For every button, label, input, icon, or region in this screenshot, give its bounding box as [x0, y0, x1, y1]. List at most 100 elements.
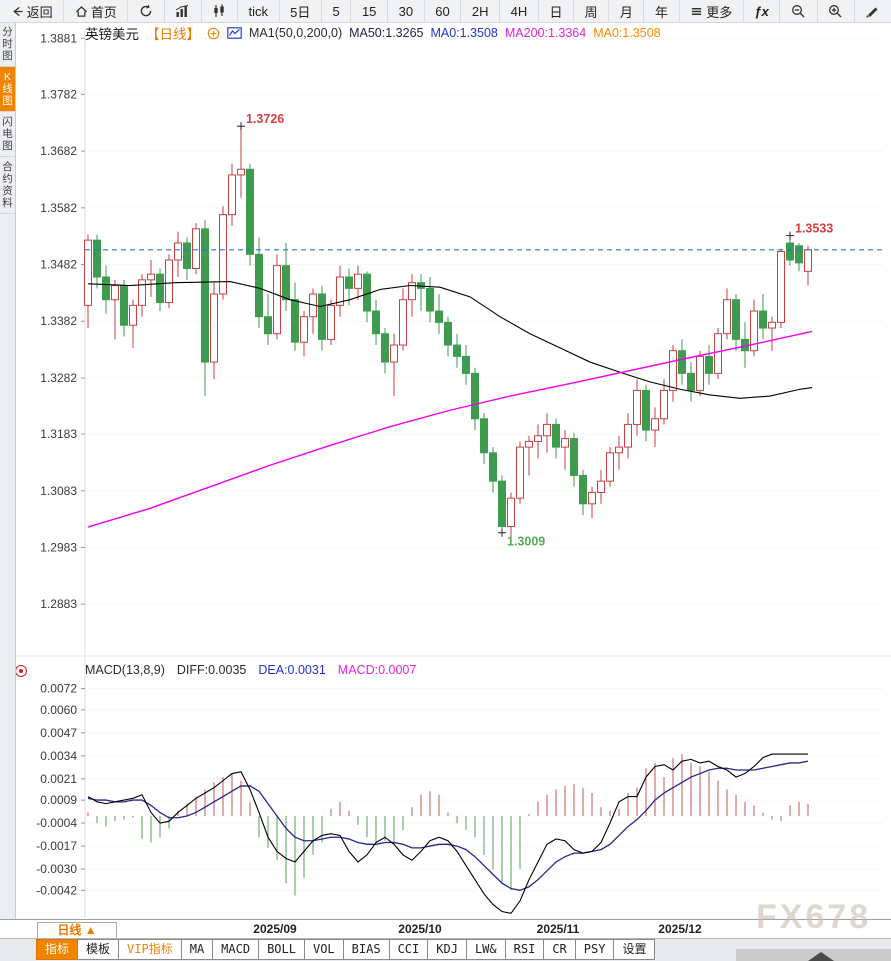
macd-header: MACD(13,8,9) DIFF:0.0035 DEA:0.0031 MACD… — [85, 663, 416, 677]
period-2h-button[interactable]: 2H — [461, 0, 501, 22]
vol-indicator-button[interactable]: VOL — [303, 939, 344, 960]
pencil-icon — [866, 7, 878, 18]
sidebar-item-lightning-chart[interactable]: 闪电图 — [0, 112, 15, 157]
vip-indicators-button[interactable]: VIP指标 — [118, 939, 182, 960]
candle — [768, 321, 776, 329]
main-y-axis-label: 1.3482 — [40, 258, 77, 272]
period-year-button[interactable]: 年 — [644, 0, 680, 22]
candle — [516, 446, 524, 499]
x-axis-label: 2025/12 — [658, 922, 702, 936]
period-30min-button[interactable]: 30 — [388, 0, 425, 22]
zoom-in-button[interactable] — [818, 0, 855, 22]
period-month-button[interactable]: 月 — [609, 0, 645, 22]
period-month-label: 月 — [619, 4, 633, 20]
kline-chart-type-button[interactable] — [202, 0, 238, 22]
zoom-out-button[interactable] — [780, 0, 818, 22]
main-y-axis-label: 1.3282 — [40, 371, 77, 385]
ma-settings: MA1(50,0,200,0) — [249, 26, 343, 40]
candle — [660, 389, 668, 420]
candle — [219, 214, 227, 295]
home-button[interactable]: 首页 — [64, 0, 129, 22]
candle — [138, 279, 146, 306]
candle — [678, 350, 686, 374]
ma-indicator-button[interactable]: MA — [180, 939, 214, 960]
candle — [453, 344, 461, 357]
candle — [336, 276, 344, 306]
bias-indicator-button[interactable]: BIAS — [342, 939, 390, 960]
rsi-indicator-button[interactable]: RSI — [504, 939, 545, 960]
refresh-button[interactable] — [128, 0, 165, 22]
candle — [714, 333, 722, 374]
candle — [93, 239, 101, 278]
candle — [426, 287, 434, 312]
period-5day-button[interactable]: 5日 — [280, 0, 322, 22]
add-indicator-icon[interactable] — [207, 27, 220, 40]
macd-y-axis-label: 0.0072 — [40, 682, 77, 696]
ma0-value-orange: MA0:1.3508 — [593, 26, 661, 40]
period-4h-button[interactable]: 4H — [500, 0, 539, 22]
boll-indicator-button[interactable]: BOLL — [258, 939, 305, 960]
sidebar-item-time-share-chart[interactable]: 分时图 — [0, 22, 15, 67]
candle — [291, 299, 299, 343]
macd-macd-value: MACD:0.0007 — [337, 663, 417, 677]
candle — [255, 253, 263, 318]
fx-indicator-button[interactable]: ƒx — [744, 0, 781, 22]
candle — [273, 265, 281, 335]
kdj-indicator-button[interactable]: KDJ — [427, 939, 467, 960]
back-button[interactable]: 返回 — [0, 0, 65, 22]
scrollbar-strip[interactable] — [736, 949, 891, 961]
period-5min-button[interactable]: 5 — [322, 0, 352, 22]
macd-y-axis-label: -0.0004 — [36, 816, 77, 830]
candle — [759, 310, 767, 329]
top-toolbar: 返回 首页 tick 5日 5 15 30 60 2H 4H 日 周 月 年 更… — [0, 0, 891, 23]
period-60min-label: 60 — [435, 3, 450, 19]
ma-chart-icon[interactable] — [227, 27, 242, 39]
candle — [705, 355, 713, 374]
main-y-axis-label: 1.3382 — [40, 314, 77, 328]
cr-indicator-button[interactable]: CR — [543, 939, 576, 960]
period-60min-button[interactable]: 60 — [425, 0, 462, 22]
candle — [390, 344, 398, 363]
candle — [642, 389, 650, 431]
more-button[interactable]: 更多 — [680, 0, 744, 22]
chart-header: 英镑美元 【日线】 MA1(50,0,200,0) MA50:1.3265 MA… — [85, 23, 661, 43]
psy-indicator-button[interactable]: PSY — [574, 939, 615, 960]
sidebar-item-kline-chart[interactable]: K线图 — [0, 67, 15, 112]
macd-y-axis-label: -0.0017 — [36, 839, 77, 853]
candle — [732, 299, 740, 340]
candle — [399, 299, 407, 346]
macd-y-axis-label: 0.0060 — [40, 703, 77, 717]
candle — [624, 423, 632, 448]
period-week-button[interactable]: 周 — [574, 0, 610, 22]
sidebar-item-contract-info[interactable]: 合约资料 — [0, 157, 15, 214]
period-day-button[interactable]: 日 — [539, 0, 575, 22]
candle — [246, 168, 254, 255]
x-axis-row: 日线 ▲ — [0, 919, 891, 939]
period-selector-button[interactable]: 日线 ▲ — [37, 922, 117, 939]
candle — [120, 285, 128, 326]
draw-tools-button[interactable] — [855, 0, 891, 22]
macd-histogram — [87, 754, 809, 896]
cci-indicator-button[interactable]: CCI — [388, 939, 429, 960]
candle — [471, 372, 479, 420]
lwr-indicator-button[interactable]: LW& — [465, 939, 506, 960]
macd-settings: MACD(13,8,9) — [85, 663, 165, 677]
templates-tab[interactable]: 模板 — [77, 939, 120, 960]
macd-indicator-button[interactable]: MACD — [212, 939, 260, 960]
period-15min-button[interactable]: 15 — [351, 0, 389, 22]
settings-button[interactable]: 设置 — [613, 939, 656, 960]
line-chart-type-button[interactable] — [165, 0, 202, 22]
candle — [561, 438, 569, 448]
candle — [498, 480, 506, 527]
x-axis-labels: 2025/09 2025/10 2025/11 2025/12 — [253, 922, 702, 936]
tick-period-button[interactable]: tick — [238, 0, 280, 22]
candle — [165, 259, 173, 304]
candle — [156, 273, 164, 304]
indicator-settings-icon[interactable] — [15, 665, 27, 677]
x-axis-label: 2025/11 — [537, 922, 580, 936]
annotation-label: 1.3533 — [795, 222, 833, 236]
indicators-tab[interactable]: 指标 — [36, 939, 79, 960]
expand-panel-arrow-icon[interactable] — [808, 952, 834, 961]
x-axis-label: 2025/10 — [398, 922, 442, 936]
